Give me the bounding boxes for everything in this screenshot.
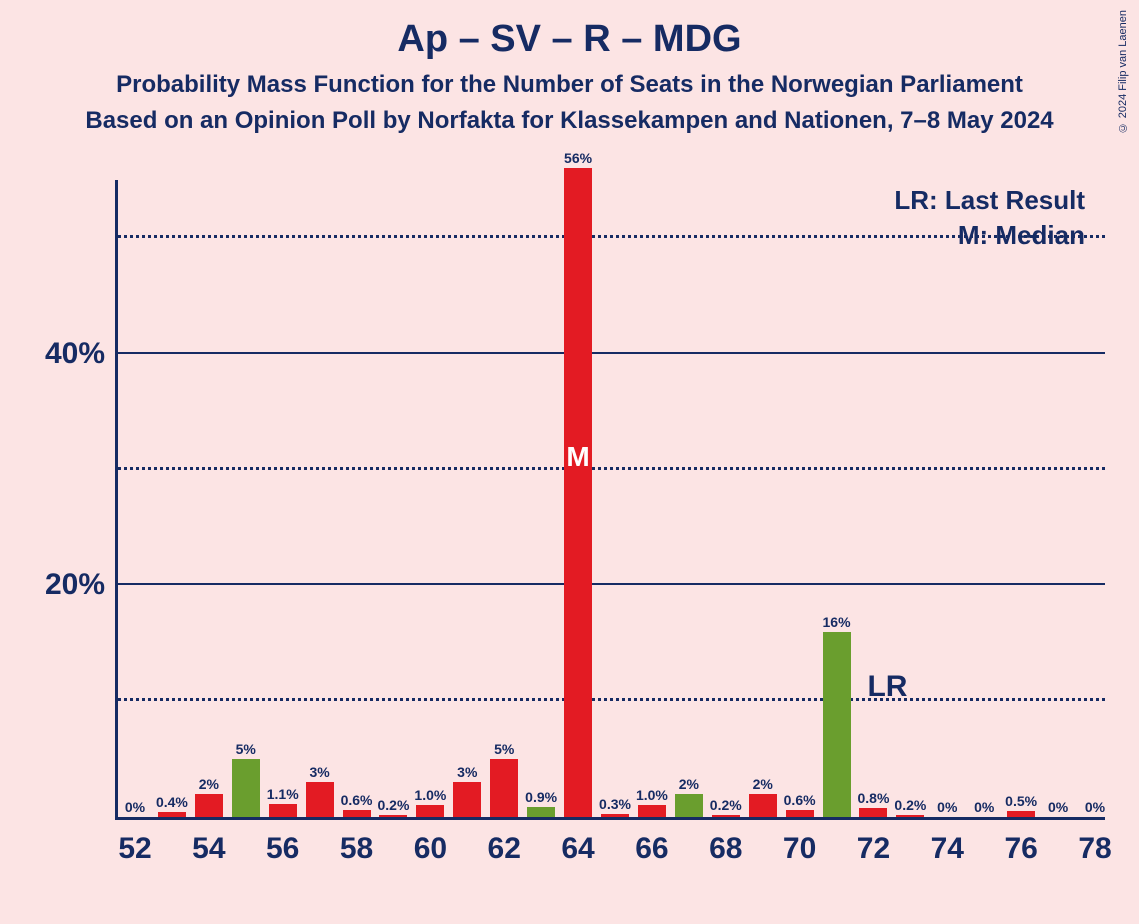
chart-title: Ap – SV – R – MDG: [0, 0, 1139, 61]
bar-value-label: 3%: [309, 764, 329, 780]
x-axis-label: 72: [857, 832, 890, 866]
bar: 0.6%: [786, 810, 814, 817]
chart-subtitle-2: Based on an Opinion Poll by Norfakta for…: [0, 107, 1139, 135]
bar: 3%: [453, 782, 481, 817]
gridline-major: [118, 583, 1105, 585]
bar-value-label: 5%: [494, 741, 514, 757]
bar-value-label: 0.2%: [710, 797, 742, 813]
bar: 5%: [232, 759, 260, 817]
bar: 0.4%: [158, 812, 186, 817]
y-axis-line: [115, 180, 118, 820]
bar: 2%: [749, 794, 777, 817]
bar-value-label: 2%: [753, 776, 773, 792]
x-axis-label: 70: [783, 832, 816, 866]
y-axis-label: 40%: [35, 337, 105, 371]
bar-value-label: 0.8%: [857, 790, 889, 806]
bar-value-label: 2%: [679, 776, 699, 792]
bar: 1.0%: [638, 805, 666, 817]
chart-subtitle-1: Probability Mass Function for the Number…: [0, 71, 1139, 99]
chart-plot-area: LR: Last Result M: Median 20%40% 0%0.4%2…: [115, 180, 1105, 820]
bar-value-label: 0.6%: [784, 792, 816, 808]
bar: 0.5%: [1007, 811, 1035, 817]
bar-value-label: 5%: [236, 741, 256, 757]
bar-value-label: 0%: [974, 799, 994, 815]
x-axis-label: 76: [1004, 832, 1037, 866]
bar-value-label: 0%: [125, 799, 145, 815]
gridline-minor: [118, 235, 1105, 238]
copyright-text: © 2024 Filip van Laenen: [1117, 10, 1129, 133]
bar-value-label: 56%: [564, 150, 592, 166]
bar: 1.1%: [269, 804, 297, 817]
bar-value-label: 0%: [1048, 799, 1068, 815]
bar-value-label: 3%: [457, 764, 477, 780]
bar: 0.2%: [896, 815, 924, 817]
bar-value-label: 0.2%: [377, 797, 409, 813]
bar: 5%: [490, 759, 518, 817]
gridline-major: [118, 352, 1105, 354]
x-axis-label: 66: [635, 832, 668, 866]
x-axis-label: 52: [118, 832, 151, 866]
bar-value-label: 0.6%: [341, 792, 373, 808]
legend-lr: LR: Last Result: [894, 185, 1085, 216]
x-axis-label: 58: [340, 832, 373, 866]
chart-legend: LR: Last Result M: Median: [894, 185, 1085, 255]
x-axis-label: 64: [561, 832, 594, 866]
bar: 2%: [675, 794, 703, 817]
x-axis-label: 56: [266, 832, 299, 866]
bar: 2%: [195, 794, 223, 817]
last-result-marker: LR: [867, 670, 907, 704]
bar-value-label: 0.4%: [156, 794, 188, 810]
bar-value-label: 0%: [1085, 799, 1105, 815]
bar-value-label: 1.0%: [636, 787, 668, 803]
bar: 0.9%: [527, 807, 555, 817]
x-axis-label: 68: [709, 832, 742, 866]
bar: 56%M: [564, 168, 592, 817]
bar-value-label: 1.0%: [414, 787, 446, 803]
bar-value-label: 0.5%: [1005, 793, 1037, 809]
gridline-minor: [118, 467, 1105, 470]
bar: 16%: [823, 632, 851, 817]
x-axis-label: 60: [414, 832, 447, 866]
x-axis-label: 54: [192, 832, 225, 866]
x-axis-label: 78: [1078, 832, 1111, 866]
bar: 0.8%: [859, 808, 887, 817]
gridline-minor: [118, 698, 1105, 701]
bar: 0.3%: [601, 814, 629, 817]
x-axis-label: 74: [931, 832, 964, 866]
bar: 0.2%: [379, 815, 407, 817]
bar: 0.2%: [712, 815, 740, 817]
bar-value-label: 0.9%: [525, 789, 557, 805]
bar-value-label: 0%: [937, 799, 957, 815]
median-marker: M: [566, 441, 589, 473]
bar-value-label: 0.3%: [599, 796, 631, 812]
y-axis-label: 20%: [35, 568, 105, 602]
bar-value-label: 0.2%: [894, 797, 926, 813]
bar: 3%: [306, 782, 334, 817]
bar-value-label: 16%: [823, 614, 851, 630]
bar: 1.0%: [416, 805, 444, 817]
x-axis-line: [115, 817, 1105, 820]
bar: 0.6%: [343, 810, 371, 817]
x-axis-label: 62: [488, 832, 521, 866]
bar-value-label: 1.1%: [267, 786, 299, 802]
bar-value-label: 2%: [199, 776, 219, 792]
